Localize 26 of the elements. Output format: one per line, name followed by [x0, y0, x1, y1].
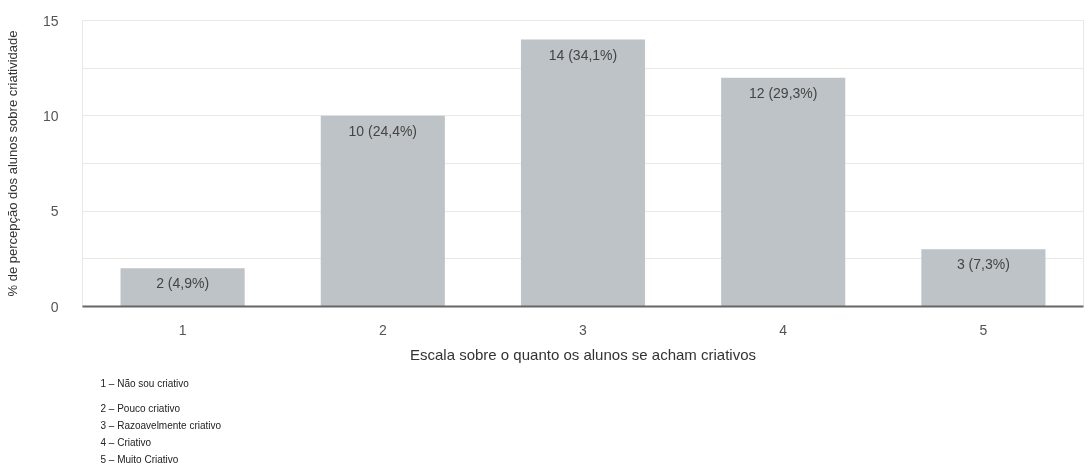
data-label: 10 (24,4%) [348, 122, 418, 139]
bar [721, 77, 846, 307]
bar [520, 39, 646, 307]
x-tick-label: 4 [779, 321, 788, 338]
text: 5 – Muito Criativo [100, 453, 179, 465]
data-label: 12 (29,3%) [748, 84, 818, 101]
y-tick-label: 15 [42, 12, 59, 29]
x-axis-title: Escala sobre o quanto os alunos se acham criativos [409, 345, 757, 363]
text: 2 – Pouco criativo [100, 402, 181, 414]
data-label: 2 (4,9%) [156, 275, 210, 292]
data-label: 3 (7,3%) [956, 256, 1010, 273]
y-tick-label: 10 [42, 107, 59, 124]
bar [120, 268, 245, 307]
data-label: 14 (34,1%) [548, 46, 618, 63]
y-tick-label: 5 [50, 203, 59, 220]
x-tick-label: 5 [979, 321, 988, 338]
y-tick-label: 0 [50, 298, 59, 315]
x-tick-label: 3 [579, 321, 588, 338]
bar [921, 249, 1046, 307]
y-axis-title: % de percepção dos alunos sobre criatividade [4, 30, 20, 297]
text: 1 – Não sou criativo [100, 377, 190, 389]
text: 4 – Criativo [100, 436, 152, 448]
x-tick-label: 2 [378, 321, 387, 338]
x-tick-label: 1 [178, 321, 187, 338]
bar [320, 115, 445, 307]
text: 3 – Razoavelmente criativo [100, 419, 222, 431]
